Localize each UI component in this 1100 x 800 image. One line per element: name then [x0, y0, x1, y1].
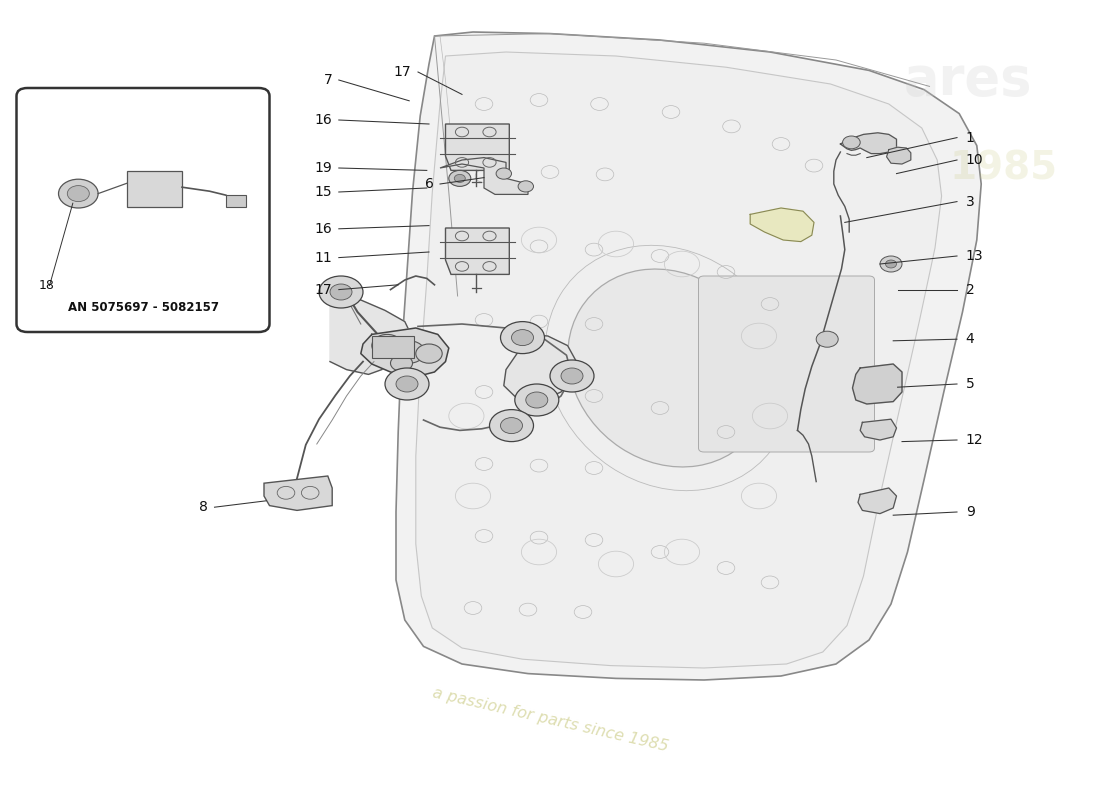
Text: 5: 5: [966, 377, 975, 391]
Polygon shape: [264, 476, 332, 510]
Text: 4: 4: [966, 332, 975, 346]
Circle shape: [500, 418, 522, 434]
Text: 16: 16: [315, 113, 332, 127]
FancyBboxPatch shape: [698, 276, 874, 452]
Text: 13: 13: [966, 249, 983, 263]
Text: 1985: 1985: [949, 149, 1057, 187]
Text: 11: 11: [315, 250, 332, 265]
Text: AN 5075697 - 5082157: AN 5075697 - 5082157: [67, 302, 219, 314]
Circle shape: [449, 170, 471, 186]
Circle shape: [416, 344, 442, 363]
Bar: [372, 336, 414, 358]
Circle shape: [396, 376, 418, 392]
Circle shape: [58, 179, 98, 208]
Text: 15: 15: [315, 185, 332, 199]
Text: 12: 12: [966, 433, 983, 447]
Polygon shape: [504, 334, 576, 402]
Circle shape: [886, 260, 896, 268]
Text: 10: 10: [966, 153, 983, 167]
Text: 16: 16: [315, 222, 332, 236]
Polygon shape: [440, 158, 528, 194]
Bar: [128, 171, 183, 207]
Text: 19: 19: [315, 161, 332, 175]
Polygon shape: [750, 208, 814, 242]
Circle shape: [526, 392, 548, 408]
Circle shape: [490, 410, 534, 442]
Polygon shape: [396, 32, 981, 680]
Polygon shape: [887, 147, 911, 164]
Polygon shape: [840, 133, 896, 154]
Polygon shape: [858, 488, 896, 514]
Polygon shape: [860, 419, 896, 440]
Circle shape: [385, 368, 429, 400]
Text: a passion for parts since 1985: a passion for parts since 1985: [430, 686, 670, 754]
Circle shape: [500, 322, 544, 354]
Polygon shape: [361, 328, 449, 378]
Text: 17: 17: [394, 65, 411, 79]
Circle shape: [512, 330, 534, 346]
Circle shape: [330, 284, 352, 300]
Text: 6: 6: [425, 177, 433, 191]
Text: 18: 18: [39, 279, 54, 292]
Circle shape: [394, 341, 425, 363]
Bar: [227, 195, 246, 207]
Text: 9: 9: [966, 505, 975, 519]
Polygon shape: [852, 364, 902, 404]
Text: ares: ares: [904, 54, 1032, 106]
FancyBboxPatch shape: [16, 88, 270, 332]
Circle shape: [843, 136, 860, 149]
Circle shape: [561, 368, 583, 384]
Circle shape: [67, 186, 89, 202]
Circle shape: [518, 181, 534, 192]
Text: 17: 17: [315, 282, 332, 297]
Polygon shape: [416, 52, 942, 668]
Text: 7: 7: [323, 73, 332, 87]
Circle shape: [816, 331, 838, 347]
Circle shape: [880, 256, 902, 272]
Polygon shape: [446, 228, 509, 274]
Circle shape: [515, 384, 559, 416]
Text: 8: 8: [199, 500, 208, 514]
Polygon shape: [446, 124, 509, 170]
Circle shape: [454, 174, 465, 182]
Circle shape: [550, 360, 594, 392]
Circle shape: [372, 334, 403, 357]
Text: 2: 2: [966, 282, 975, 297]
Polygon shape: [330, 288, 412, 374]
Circle shape: [319, 276, 363, 308]
Ellipse shape: [568, 269, 770, 467]
Text: 1: 1: [966, 130, 975, 145]
Text: 3: 3: [966, 194, 975, 209]
Circle shape: [496, 168, 512, 179]
Circle shape: [390, 355, 412, 371]
